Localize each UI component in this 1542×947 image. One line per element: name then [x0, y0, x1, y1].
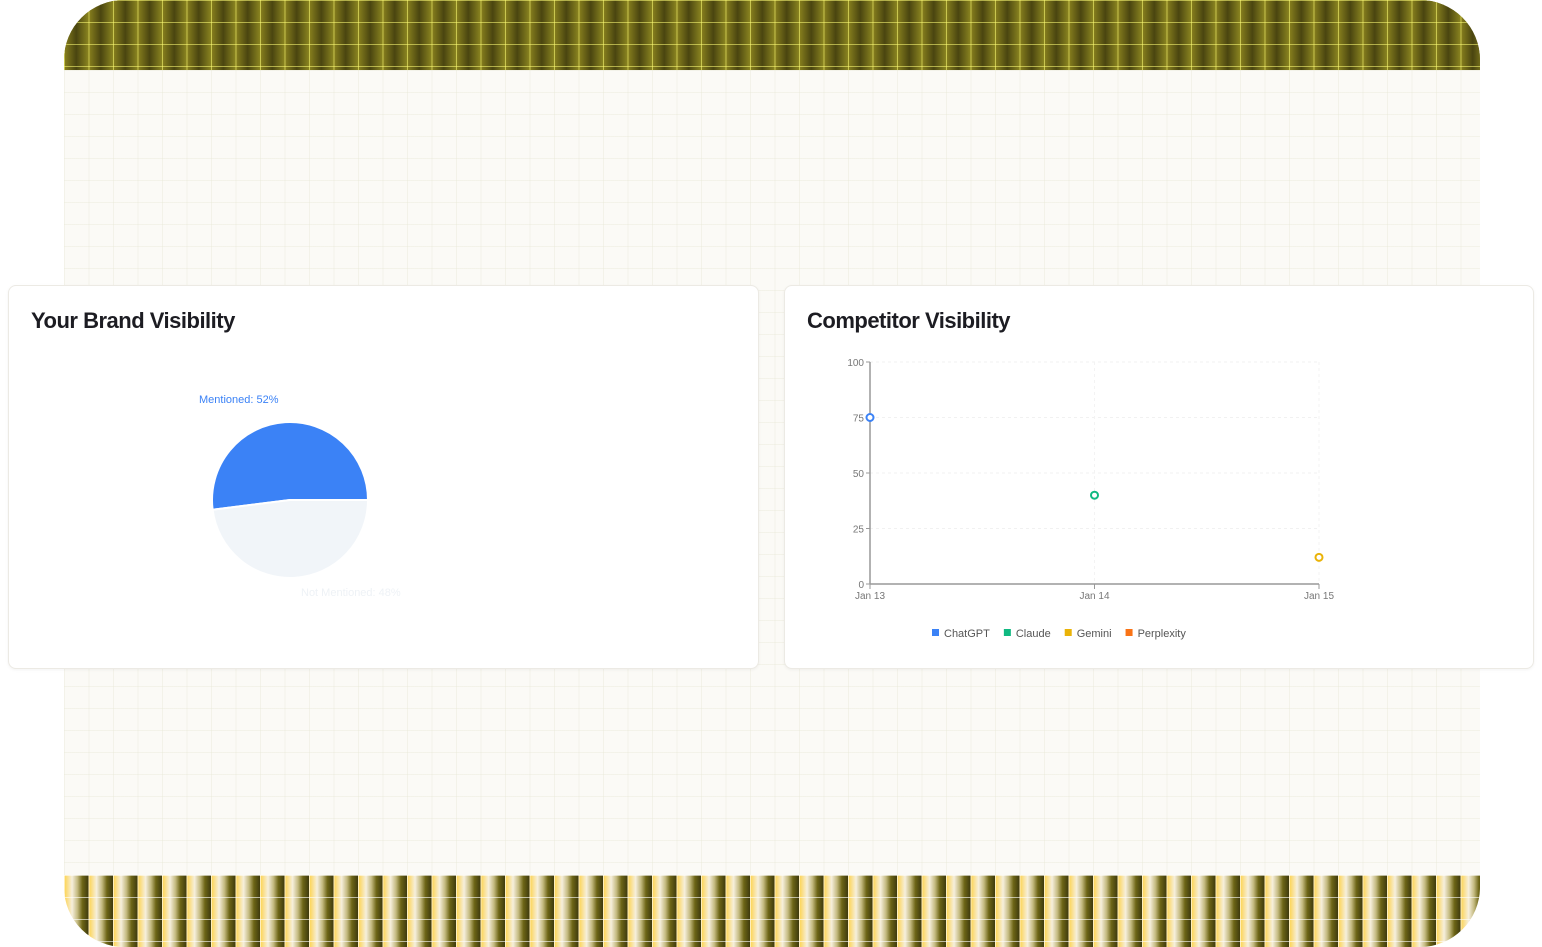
legend-swatch-perplexity [1125, 629, 1133, 636]
card-title: Competitor Visibility [807, 308, 1011, 333]
legend-swatch-gemini [1064, 629, 1072, 636]
y-tick-label: 75 [853, 414, 865, 425]
data-point-claude [1090, 490, 1099, 500]
pie-slice-mentioned [211, 421, 370, 511]
x-tick-label: Jan 14 [1079, 591, 1109, 602]
decorative-grid-top [64, 0, 1480, 70]
brand-visibility-card: Your Brand Visibility Mentioned: 52% Not … [8, 285, 759, 669]
y-tick-label: 100 [847, 358, 864, 369]
pie-label: Not Mentioned: 48% [301, 587, 401, 599]
legend-label-chatgpt: ChatGPT [944, 628, 990, 640]
data-point-gemini [1314, 552, 1324, 562]
scatter-chart: 0 25 50 75 100 Jan 13 Jan 14 Jan 15 ChatGPT Claud… [847, 358, 1334, 640]
pie-chart: Mentioned: 52% Not Mentioned: 48% [199, 394, 401, 599]
background-frame [64, 0, 1480, 947]
pie-slice-not-mentioned [211, 499, 370, 579]
legend-label-claude: Claude [1016, 628, 1051, 640]
y-tick-label: 0 [858, 580, 864, 591]
data-point-chatgpt [865, 413, 875, 422]
y-tick-label: 25 [853, 525, 865, 536]
legend-label-perplexity: Perplexity [1138, 628, 1187, 640]
pie-label: Mentioned: 52% [199, 394, 279, 406]
legend-label-gemini: Gemini [1077, 628, 1112, 640]
x-tick-label: Jan 13 [855, 591, 885, 602]
competitor-visibility-card: Competitor Visibility 0 25 50 75 100 Jan 13 Ja… [784, 285, 1534, 669]
y-tick-label: 50 [853, 469, 865, 480]
legend-swatch-claude [1003, 629, 1011, 636]
legend-swatch-chatgpt [932, 629, 939, 636]
x-tick-label: Jan 15 [1304, 591, 1334, 602]
card-title: Your Brand Visibility [31, 308, 235, 333]
decorative-grid-bottom [64, 875, 1480, 947]
